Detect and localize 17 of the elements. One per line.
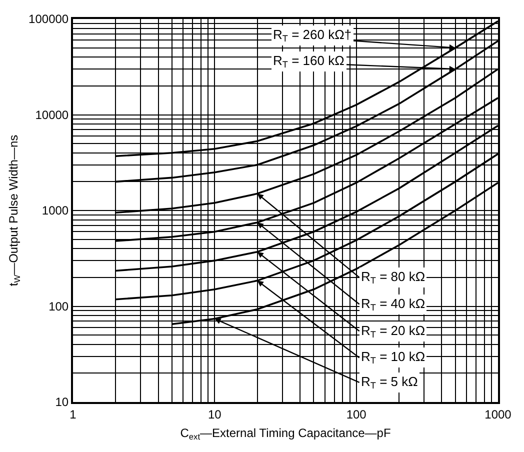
annotation: R$_{T}$ = 20 kΩ [361,323,426,340]
annotation: R$_{T}$ = 40 kΩ [361,296,426,313]
y-tick-label: 1000 [42,204,69,218]
annotation: R$_{T}$ = 80 kΩ [361,269,426,286]
y-tick-label: 100000 [28,12,69,26]
x-tick-label: 1000 [484,407,512,422]
annotation: R$_{T}$ = 160 kΩ [273,53,345,70]
x-tick-label: 1 [70,407,77,422]
annotation: R$_{T}$ = 5 kΩ [361,374,418,391]
x-tick-label: 10 [208,407,222,422]
x-axis-title: C$_{ext}$—External Timing Capacitance—pF [180,426,391,442]
x-tick-label: 100 [346,407,367,422]
y-tick-label: 10 [55,395,69,410]
y-tick-label: 10000 [35,108,69,122]
annotation: R$_{T}$ = 10 kΩ [361,349,426,366]
annotation: R$_{T}$ = 260 kΩ† [273,27,352,44]
y-tick-label: 100 [48,299,69,314]
